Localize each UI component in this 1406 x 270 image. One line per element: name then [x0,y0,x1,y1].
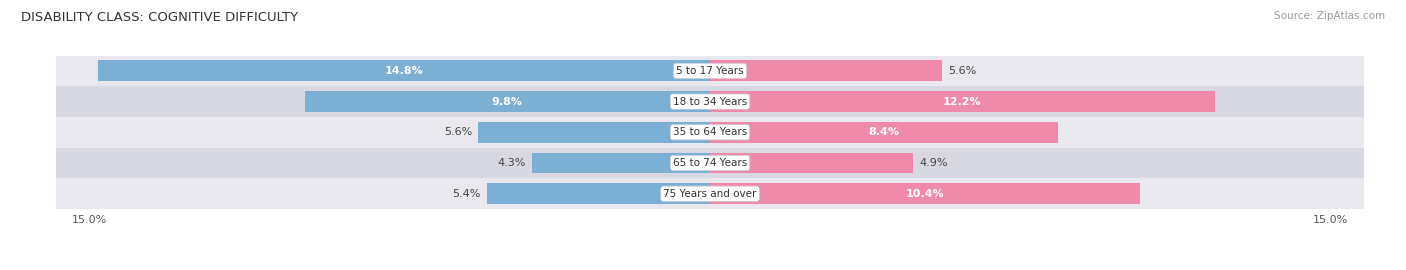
Bar [48,86,1372,117]
Text: 18 to 34 Years: 18 to 34 Years [673,97,747,107]
Bar [710,91,1215,112]
Bar [710,153,912,173]
Bar [710,183,1140,204]
Text: DISABILITY CLASS: COGNITIVE DIFFICULTY: DISABILITY CLASS: COGNITIVE DIFFICULTY [21,11,298,24]
Text: 5.6%: 5.6% [444,127,472,137]
Text: 5 to 17 Years: 5 to 17 Years [676,66,744,76]
Bar [710,122,1057,143]
Text: 75 Years and over: 75 Years and over [664,189,756,199]
Text: 4.9%: 4.9% [920,158,948,168]
Text: 14.8%: 14.8% [384,66,423,76]
Text: 8.4%: 8.4% [869,127,900,137]
Bar [48,117,1372,148]
Text: 5.6%: 5.6% [948,66,976,76]
Text: 12.2%: 12.2% [943,97,981,107]
Bar [305,91,710,112]
Bar [48,56,1372,86]
Text: 5.4%: 5.4% [451,189,481,199]
Text: 9.8%: 9.8% [492,97,523,107]
Text: 65 to 74 Years: 65 to 74 Years [673,158,747,168]
Text: Source: ZipAtlas.com: Source: ZipAtlas.com [1274,11,1385,21]
Bar [48,178,1372,209]
Bar [710,60,942,81]
Bar [486,183,710,204]
Text: 4.3%: 4.3% [498,158,526,168]
Text: 10.4%: 10.4% [905,189,945,199]
Bar [97,60,710,81]
Text: 35 to 64 Years: 35 to 64 Years [673,127,747,137]
Bar [48,148,1372,178]
Bar [531,153,710,173]
Bar [478,122,710,143]
